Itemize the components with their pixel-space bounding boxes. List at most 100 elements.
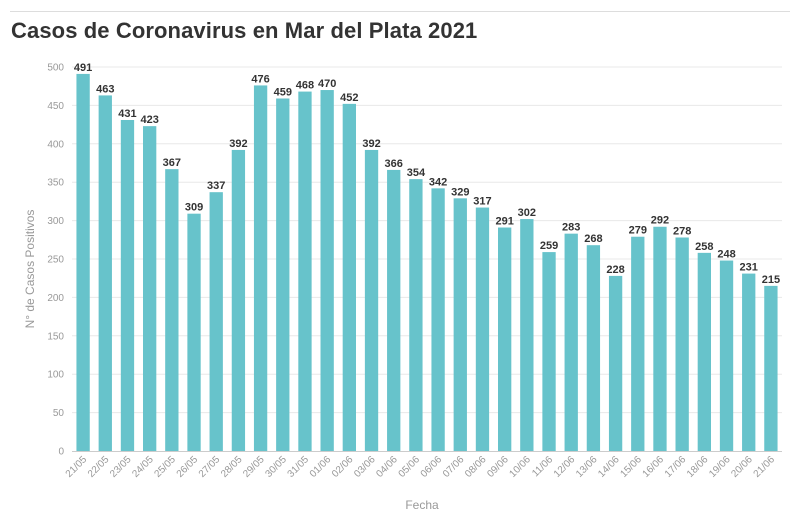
x-axis-ticks: 21/0522/0523/0524/0525/0526/0527/0528/05… [64,454,778,480]
value-label: 392 [229,138,247,150]
value-label: 366 [385,158,403,170]
value-label: 268 [584,233,602,245]
x-tick-label: 07/06 [441,454,467,480]
x-axis-title: Fecha [405,498,439,512]
value-label: 476 [251,73,269,85]
bar [120,119,135,451]
bar [431,188,445,451]
y-tick-label: 350 [47,178,64,189]
value-label: 342 [429,176,447,188]
bar [653,226,667,451]
bar [608,275,623,451]
value-label: 452 [340,92,358,104]
x-tick-label: 26/05 [175,454,201,480]
x-tick-label: 21/05 [64,454,90,480]
y-tick-label: 200 [47,293,64,304]
x-tick-label: 12/06 [552,454,578,480]
x-tick-label: 18/06 [685,454,711,480]
value-label: 392 [362,138,380,150]
bar [209,192,223,451]
bar [409,179,423,452]
x-tick-label: 29/05 [241,454,267,480]
bar [276,98,290,451]
value-label: 231 [740,262,758,274]
chart-title: Casos de Coronavirus en Mar del Plata 20… [11,18,478,43]
value-label: 309 [185,202,203,214]
x-tick-label: 24/05 [130,454,156,480]
value-label: 468 [296,80,314,92]
x-tick-label: 11/06 [530,454,555,479]
x-tick-label: 16/06 [641,454,667,480]
x-tick-label: 27/05 [197,454,223,480]
value-label: 228 [606,264,624,276]
value-label: 459 [274,86,292,98]
bar [320,90,334,451]
bar [143,126,157,452]
y-axis-ticks: 0 50 100 150 200 250 300 350 400 450 500 [47,63,64,458]
bar [98,95,112,451]
bar [364,149,379,451]
value-labels: 491 463 431 423 367 309 337 392 476 459 468 470 452 3… [74,62,780,286]
y-tick-label: 50 [53,408,65,419]
bar [764,285,778,451]
value-label: 431 [118,108,136,120]
value-label: 317 [473,196,491,208]
y-axis-title: N° de Casos Positivos [23,210,37,329]
value-label: 292 [651,215,669,227]
x-tick-label: 08/06 [463,454,489,480]
y-tick-label: 300 [47,216,64,227]
x-tick-label: 14/06 [596,454,622,480]
x-tick-label: 01/06 [308,454,334,480]
bar [498,227,512,451]
x-tick-label: 04/06 [374,454,400,480]
y-tick-label: 250 [47,255,64,266]
bar [231,149,246,451]
x-tick-label: 03/06 [352,454,378,480]
x-tick-label: 13/06 [574,454,600,480]
bar [742,273,756,451]
bar [586,245,601,451]
x-tick-label: 31/05 [286,454,312,480]
bar [387,169,401,452]
bar [719,260,734,451]
value-label: 337 [207,180,225,192]
y-tick-label: 150 [47,331,64,342]
x-tick-label: 28/05 [219,454,245,480]
bar [342,103,356,451]
bars [76,73,778,452]
x-tick-label: 05/06 [397,454,423,480]
bar [253,85,268,451]
value-label: 283 [562,222,580,234]
value-label: 215 [762,274,780,286]
y-tick-label: 500 [47,63,64,74]
bar [187,213,201,451]
value-label: 354 [407,167,426,179]
bar [475,207,490,451]
bar [631,236,645,451]
x-tick-label: 30/05 [263,454,289,480]
x-tick-label: 09/06 [485,454,511,480]
value-label: 291 [495,216,513,228]
value-label: 423 [140,114,158,126]
bar [564,233,578,451]
bar [298,91,312,452]
value-label: 470 [318,78,336,90]
bar [542,252,556,451]
y-tick-label: 400 [47,139,64,150]
y-tick-label: 0 [58,447,64,458]
x-tick-label: 23/05 [108,454,134,480]
y-tick-label: 100 [47,370,64,381]
value-label: 248 [717,249,735,261]
top-divider [10,11,790,12]
bar [697,252,711,451]
bar [520,219,534,451]
bar [453,198,467,451]
x-tick-label: 06/06 [419,454,445,480]
value-label: 278 [673,225,691,237]
value-label: 463 [96,83,114,95]
x-tick-label: 22/05 [86,454,112,480]
value-label: 279 [629,225,647,237]
x-tick-label: 02/06 [330,454,356,480]
x-tick-label: 10/06 [507,454,533,480]
